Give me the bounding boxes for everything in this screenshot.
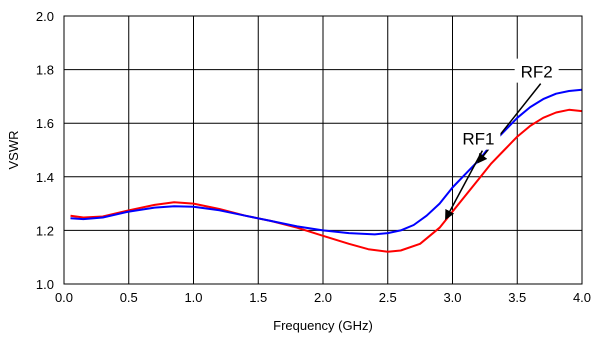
x-tick-label: 3.5 (508, 290, 526, 305)
annotation-label-rf1: RF1 (462, 130, 494, 149)
x-tick-label: 3.0 (443, 290, 461, 305)
series-line-rf1 (70, 108, 583, 253)
series-line-rf2 (70, 88, 583, 236)
annotation-arrow (445, 150, 484, 221)
annotations: RF2 RF1 (445, 58, 559, 221)
y-axis-label: VSWR (6, 131, 21, 170)
x-axis-label: Frequency (GHz) (273, 318, 373, 333)
annotation-label-rf2: RF2 (521, 63, 553, 82)
y-tick-label: 1.4 (36, 170, 54, 185)
y-tick-label: 2.0 (36, 9, 54, 24)
x-tick-label: 0.0 (55, 290, 73, 305)
x-tick-label: 4.0 (573, 290, 591, 305)
y-tick-label: 1.0 (36, 277, 54, 292)
plot-frame (63, 15, 583, 285)
x-tick-label: 0.5 (120, 290, 138, 305)
annotation-background (456, 125, 501, 150)
x-tick-label: 2.5 (379, 290, 397, 305)
annotation-background (514, 58, 559, 83)
x-tick-label: 2.0 (314, 290, 332, 305)
y-tick-label: 1.6 (36, 116, 54, 131)
y-tick-label: 1.2 (36, 223, 54, 238)
tick-labels: 0.0 0.5 1.0 1.5 2.0 2.5 3.0 3.5 4.0 1.0 1.2 1.4 1.6 1… (36, 9, 591, 305)
series-lines (70, 88, 583, 253)
x-tick-label: 1.0 (184, 290, 202, 305)
x-tick-label: 1.5 (249, 290, 267, 305)
y-tick-label: 1.8 (36, 63, 54, 78)
